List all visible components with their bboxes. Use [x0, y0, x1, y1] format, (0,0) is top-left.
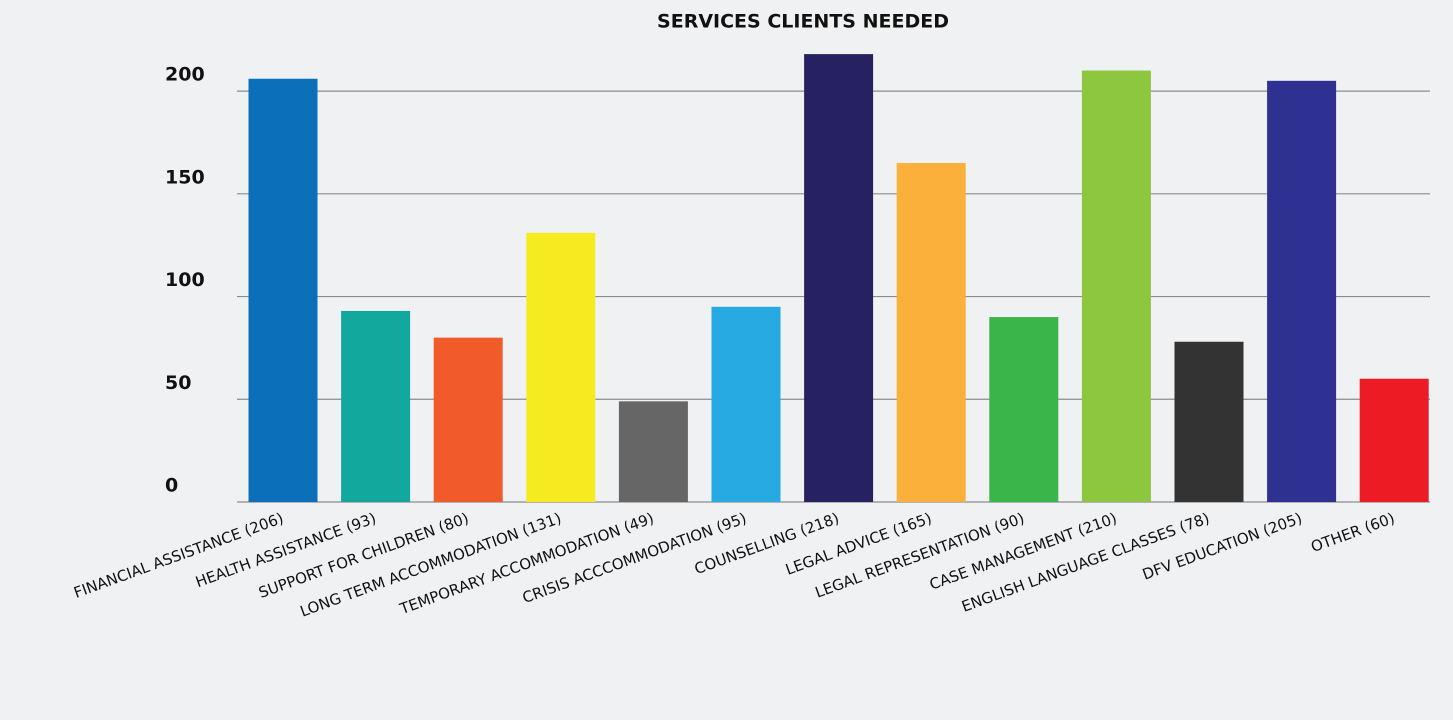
y-tick-label: 100	[165, 269, 205, 291]
chart-title: SERVICES CLIENTS NEEDED	[657, 11, 949, 33]
bar	[1174, 341, 1244, 502]
bar	[896, 163, 966, 502]
bar	[526, 232, 596, 502]
bar	[1081, 70, 1151, 502]
bar	[1359, 378, 1429, 502]
bar	[989, 317, 1059, 502]
bar	[248, 78, 318, 502]
y-tick-label: 0	[165, 475, 178, 497]
x-tick-label: DFV EDUCATION (205)	[1140, 509, 1305, 584]
y-tick-label: 50	[165, 372, 191, 394]
y-tick-label: 150	[165, 166, 205, 188]
bar	[618, 401, 688, 502]
bar	[804, 54, 874, 502]
bar	[711, 306, 781, 502]
x-tick-label: OTHER (60)	[1309, 509, 1398, 556]
bar	[341, 310, 411, 502]
bar	[433, 337, 503, 502]
y-tick-label: 200	[165, 64, 205, 86]
bar	[1267, 80, 1337, 503]
